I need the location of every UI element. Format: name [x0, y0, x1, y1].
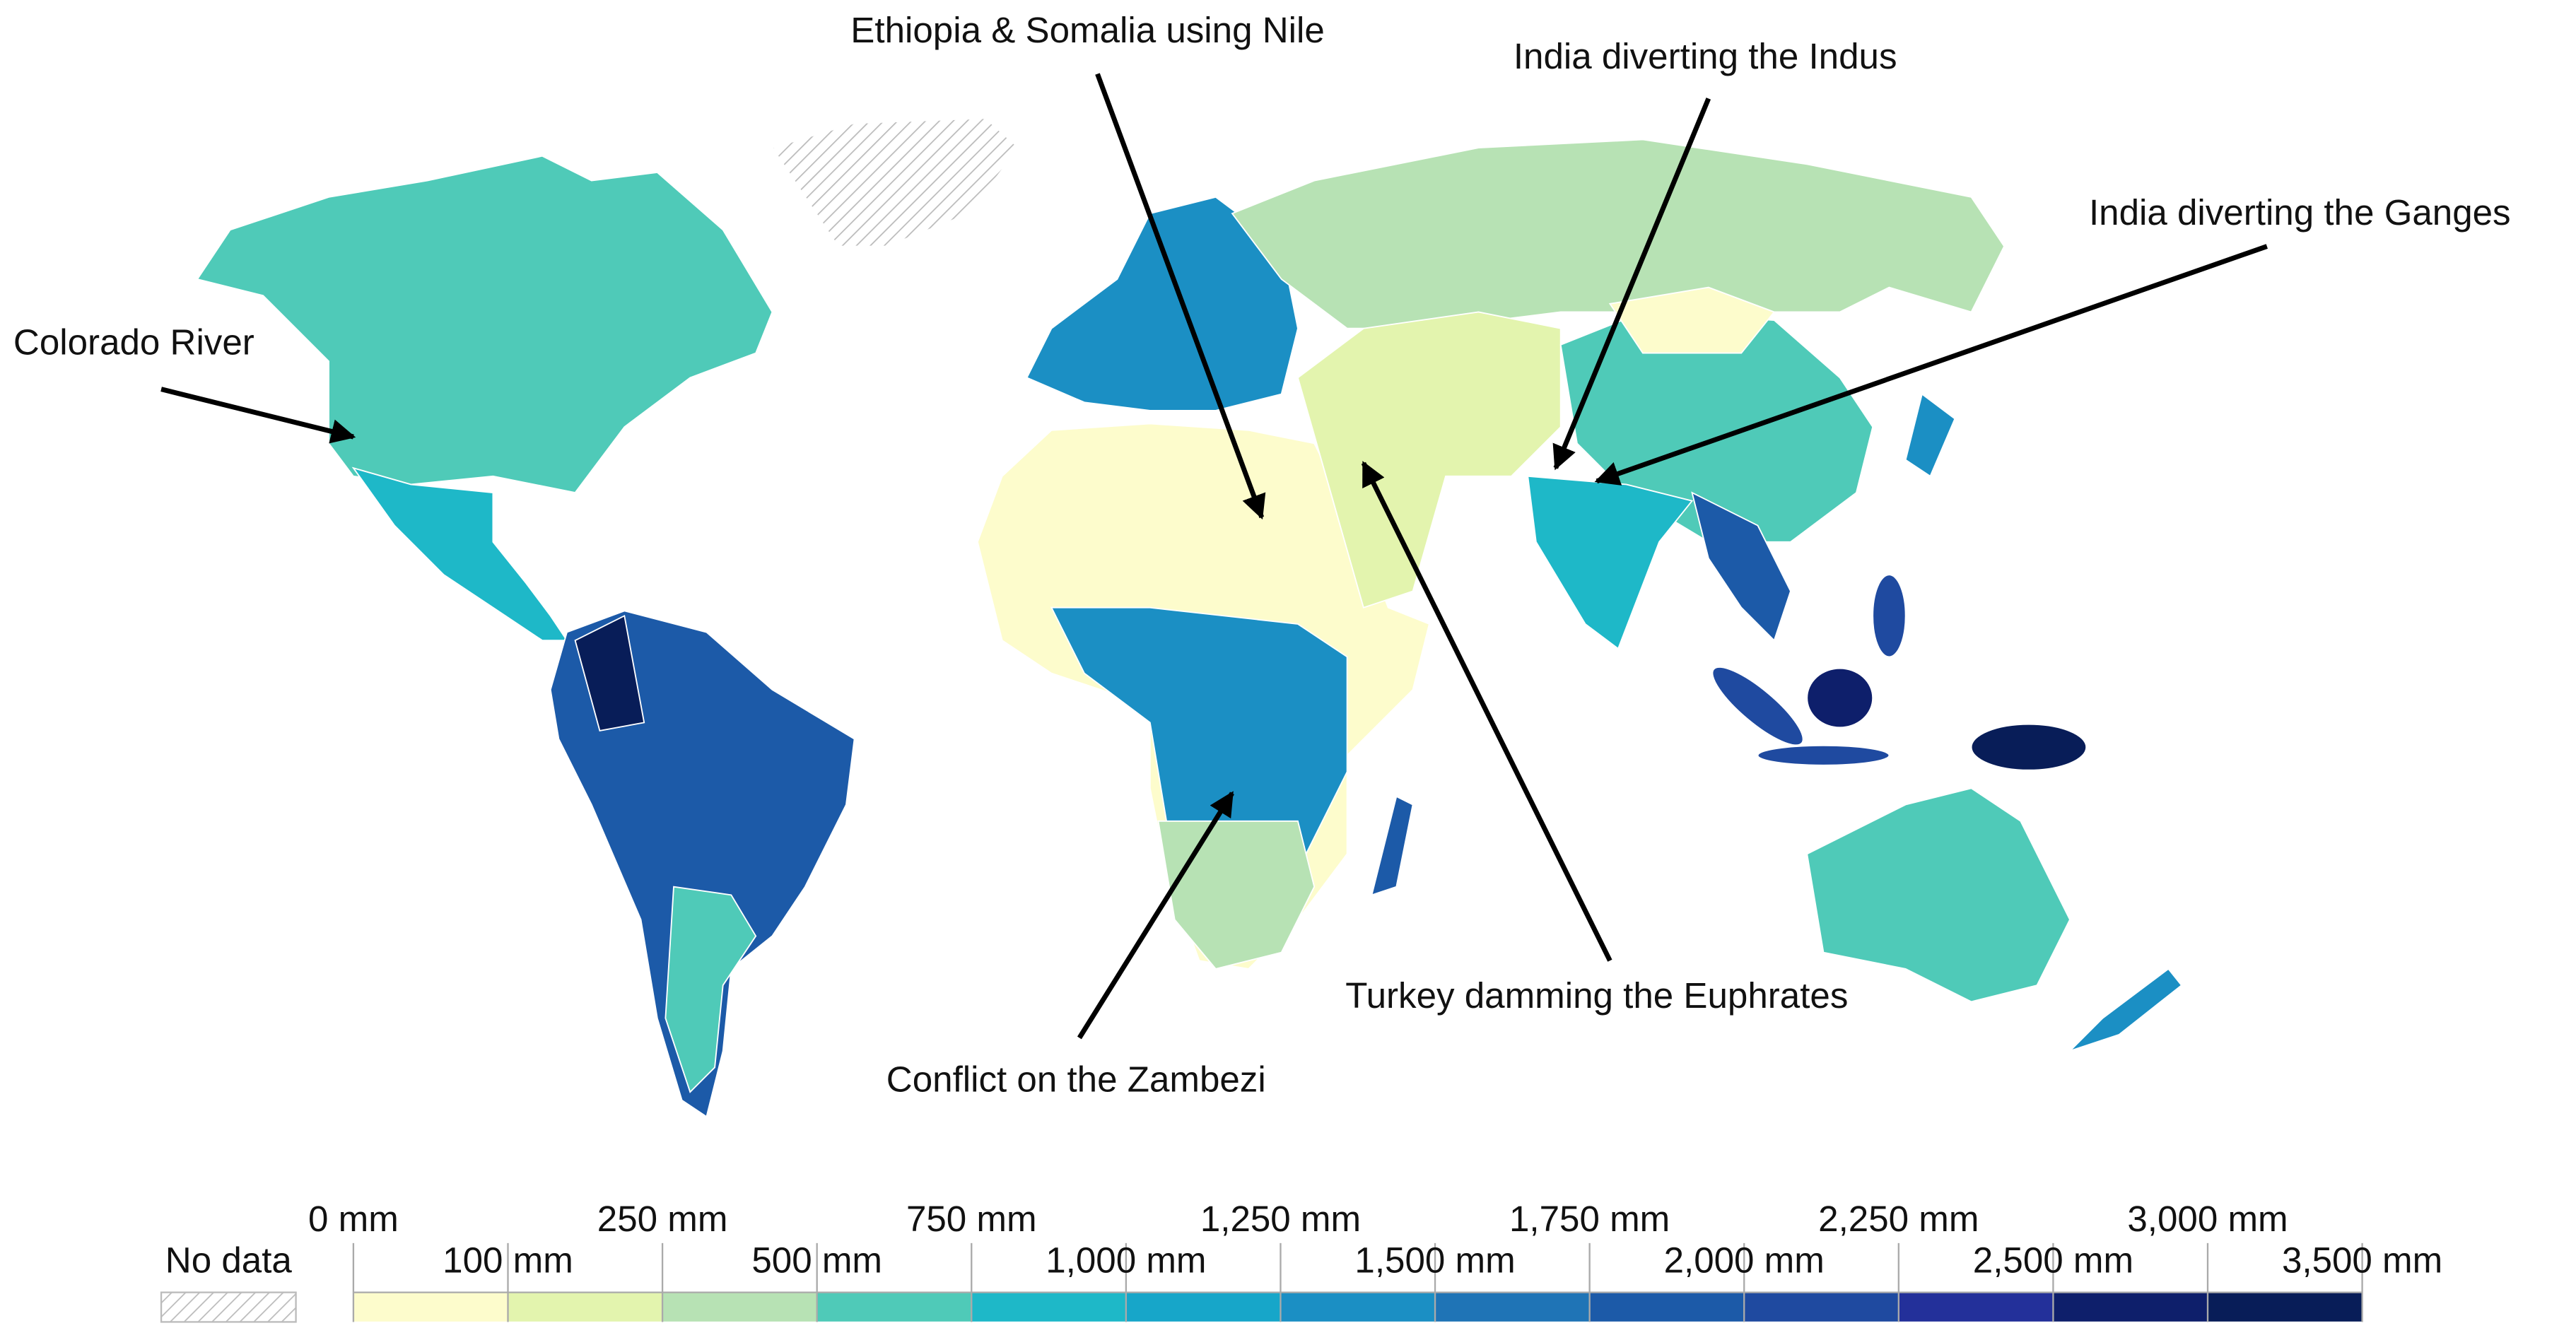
annotation-arrows — [160, 73, 2268, 1040]
legend-tick-label: 1,000 mm — [1046, 1240, 1206, 1280]
legend-bin — [353, 1292, 509, 1323]
southern-africa — [1157, 820, 1316, 970]
no-data-label: No data — [165, 1240, 293, 1280]
legend-tick-label: 1,500 mm — [1354, 1240, 1515, 1280]
japan — [1904, 393, 1956, 478]
mongolia — [1608, 286, 1776, 354]
sumatra — [1711, 666, 1804, 746]
legend-bin — [1898, 1292, 2054, 1323]
legend-tick-label: 100 mm — [443, 1240, 573, 1280]
world-map — [196, 117, 2183, 1118]
new-zealand — [2069, 968, 2183, 1052]
legend-tick-label: 1,250 mm — [1200, 1199, 1361, 1239]
annotation: Conflict on the Zambezi — [886, 1059, 1266, 1100]
legend-tick-label: 750 mm — [906, 1199, 1037, 1239]
legend: No data 0 mm 100 mm 250 mm 500 mm 750 mm1,00… — [160, 1199, 2442, 1323]
legend-tick-label: 1,750 mm — [1509, 1199, 1670, 1239]
legend-tick-label: 2,000 mm — [1664, 1240, 1825, 1280]
papua — [1970, 723, 2088, 771]
arrow — [1095, 73, 1266, 520]
legend-bin — [507, 1292, 663, 1323]
annotation: Colorado River — [13, 322, 254, 362]
legend-tick-label: 2,500 mm — [1973, 1240, 2133, 1280]
no-data-swatch — [160, 1291, 297, 1323]
madagascar — [1371, 795, 1414, 896]
legend-tick-label: 500 mm — [751, 1240, 882, 1280]
legend-bin — [1280, 1292, 1436, 1323]
middle-east — [1296, 311, 1562, 609]
arrow — [1552, 98, 1711, 471]
arrow — [1594, 244, 2268, 486]
annotation: India diverting the Indus — [1514, 36, 1897, 76]
legend-tick-label: 250 mm — [597, 1199, 728, 1239]
legend-bin — [1743, 1292, 1899, 1323]
europe — [1026, 196, 1299, 411]
north-america — [196, 155, 773, 494]
russia — [1231, 139, 2006, 329]
borneo — [1806, 667, 1874, 729]
south-america — [549, 610, 855, 1118]
annotation: Turkey damming the Euphrates — [1345, 975, 1848, 1016]
legend-bin — [1434, 1292, 1591, 1323]
legend-tick-label: 3,000 mm — [2127, 1199, 2288, 1239]
java — [1757, 744, 1890, 766]
annotation: India diverting the Ganges — [2089, 192, 2511, 233]
arrow — [160, 387, 356, 444]
legend-tick-label: 2,250 mm — [1818, 1199, 1979, 1239]
argentina — [665, 886, 757, 1093]
philippines — [1872, 574, 1907, 658]
legend-bin — [1589, 1292, 1745, 1323]
arrow — [1077, 791, 1234, 1040]
colombia — [574, 614, 645, 732]
arrow — [1361, 461, 1612, 962]
southeast-asia — [1691, 491, 1792, 642]
legend-tick-label: 3,500 mm — [2282, 1240, 2442, 1280]
legend-tick-label: 0 mm — [308, 1199, 399, 1239]
legend-bin — [662, 1292, 818, 1323]
legend-bin — [816, 1292, 972, 1323]
annotation: Ethiopia & Somalia using Nile — [850, 10, 1324, 50]
australia — [1806, 787, 2071, 1003]
legend-bin — [971, 1292, 1127, 1323]
annotations: Ethiopia & Somalia using Nile India diver… — [13, 10, 2511, 1100]
legend-bin — [2052, 1292, 2208, 1323]
legend-bin — [2207, 1292, 2363, 1323]
greenland — [771, 117, 1020, 247]
central-america — [351, 466, 568, 642]
india — [1527, 475, 1694, 650]
legend-bin — [1125, 1292, 1282, 1323]
